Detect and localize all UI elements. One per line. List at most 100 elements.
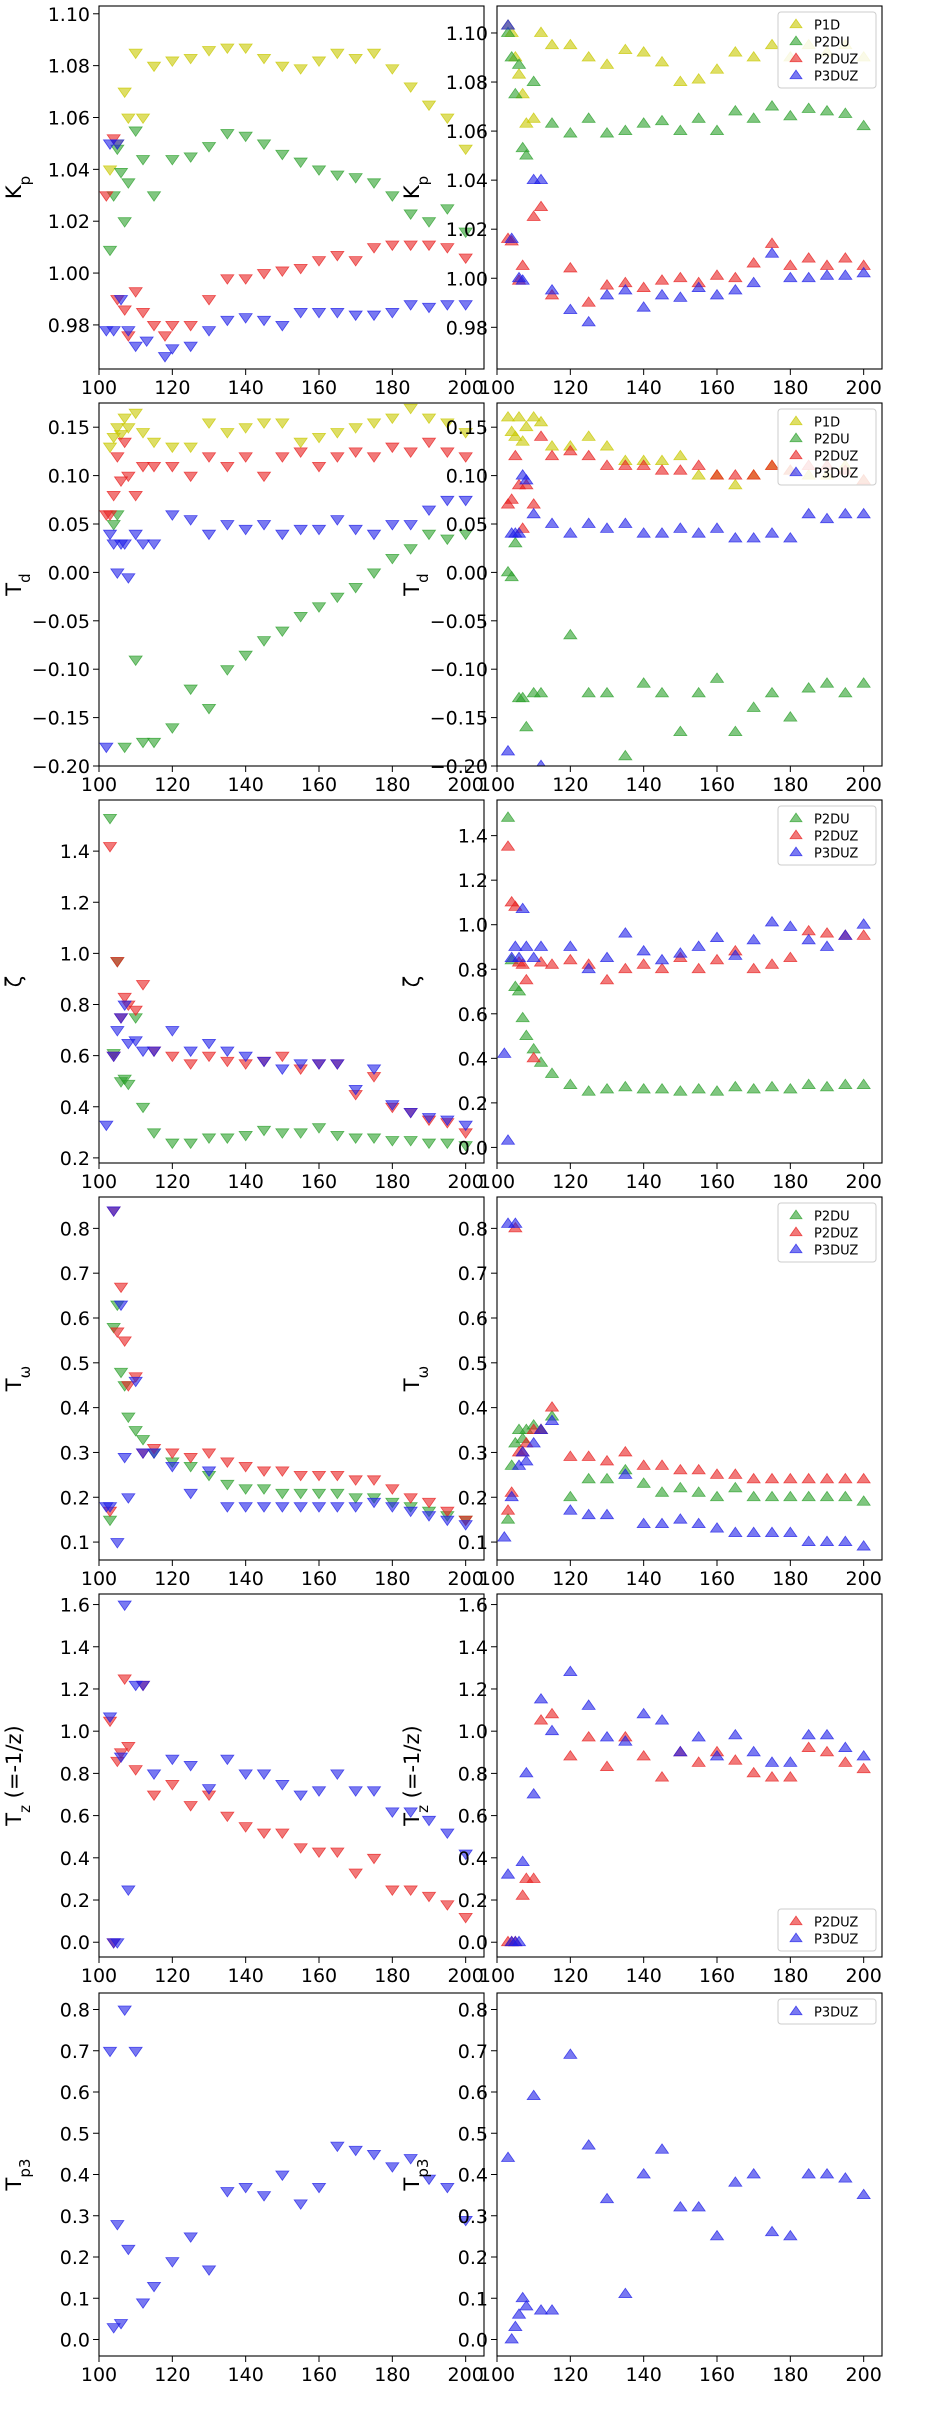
y-tick-label: 1.0 [60, 943, 90, 965]
data-point-p3duz [311, 308, 327, 319]
x-tick-label: 180 [772, 1171, 808, 1193]
data-point-p3duz [165, 1461, 180, 1473]
data-point-p2duz [348, 1868, 363, 1880]
data-point-p2duz [533, 1714, 549, 1725]
data-point-p2du [783, 711, 798, 722]
data-point-p3duz [135, 539, 151, 550]
y-axis-label: ζ [400, 976, 424, 987]
data-point-p2duz [533, 200, 549, 212]
data-point-p3duz [385, 1807, 400, 1818]
x-tick-label: 100 [81, 377, 117, 399]
data-point-p3duz [636, 2167, 651, 2179]
data-point-p3duz [220, 1046, 235, 1058]
legend-label-p3duz: P3DUZ [814, 2006, 858, 2021]
data-point-p3duz [515, 274, 530, 285]
y-axis-label: Tp3 [400, 2159, 432, 2192]
series-p3duz [99, 139, 473, 363]
x-tick-label: 200 [448, 377, 484, 399]
data-point-p1d [135, 113, 151, 125]
y-tick-label: 0.6 [60, 2082, 90, 2104]
data-point-p3duz [348, 524, 363, 536]
data-point-p2duz [440, 447, 455, 458]
data-point-p2duz [458, 253, 473, 265]
data-point-p2du [636, 677, 651, 688]
data-point-p3duz [838, 929, 853, 940]
series-p3duz [99, 495, 473, 754]
data-point-p3duz [440, 1515, 455, 1527]
data-point-p2duz [728, 1468, 743, 1479]
data-point-p3duz [256, 1769, 272, 1780]
y-tick-label: 0.98 [446, 317, 488, 339]
data-point-p2duz [856, 1472, 871, 1484]
data-point-p2du [238, 131, 253, 143]
data-point-p3duz [220, 1502, 235, 1513]
y-tick-label: −0.20 [430, 756, 488, 778]
data-point-p3duz [746, 531, 761, 543]
data-point-p2duz [293, 1470, 308, 1482]
data-point-p2du [581, 686, 596, 698]
data-point-p3duz [183, 1488, 198, 1500]
data-point-p1d [385, 413, 400, 425]
data-point-p3duz [691, 1730, 706, 1742]
data-point-p3duz [504, 1490, 519, 1502]
data-point-p2du [135, 1435, 151, 1446]
data-point-p3duz [128, 1036, 143, 1047]
data-point-p2duz [783, 1472, 798, 1484]
y-tick-label: 0.3 [60, 2206, 90, 2228]
y-tick-label: 0.0 [60, 2330, 90, 2352]
data-point-p2du [691, 1082, 706, 1094]
data-point-p1d [146, 61, 162, 73]
data-point-p2duz [746, 1766, 761, 1778]
y-tick-label: 1.04 [48, 159, 90, 181]
data-point-p1d [330, 48, 345, 60]
series-p2duz [500, 200, 871, 307]
axes-frame [496, 799, 883, 1164]
data-point-p3duz [746, 2167, 761, 2179]
y-tick-label: 1.0 [60, 1721, 90, 1743]
y-tick-label: −0.10 [32, 659, 90, 681]
y-tick-label: 0.2 [458, 1487, 488, 1509]
data-point-p2duz [183, 321, 198, 332]
data-point-p2du [201, 142, 217, 153]
data-point-p3duz [348, 1084, 363, 1096]
data-point-p1d [508, 430, 523, 441]
x-tick-label: 120 [154, 1568, 190, 1590]
data-point-p2du [691, 686, 706, 698]
data-point-p2duz [117, 1674, 132, 1685]
data-point-p3duz [536, 759, 546, 766]
data-point-p2duz [764, 459, 780, 470]
data-point-p3duz [563, 303, 578, 315]
data-point-p3duz [293, 1790, 308, 1802]
y-tick-label: 0.5 [60, 2123, 90, 2145]
data-point-p2du [121, 1412, 136, 1424]
data-point-p3duz [238, 1051, 253, 1063]
data-point-p3duz [102, 529, 118, 541]
data-point-p2duz [636, 281, 651, 292]
x-tick-label: 120 [552, 2364, 588, 2386]
data-point-p2du [511, 58, 527, 69]
chart-panel-2: 100 120 140 160 180 200 0.98 1.00 1.02 1.04 1.06 1.… [400, 5, 883, 399]
y-tick-label: 0.00 [48, 562, 90, 584]
data-point-p2du [458, 227, 473, 239]
data-point-p2duz [256, 471, 272, 483]
data-point-p2du [691, 112, 706, 123]
y-tick-label: −0.15 [32, 708, 90, 730]
data-point-p2duz [165, 1780, 180, 1791]
x-tick-label: 200 [846, 774, 882, 796]
data-point-p3duz [654, 527, 670, 538]
y-tick-label: 1.08 [446, 72, 488, 94]
x-tick-label: 200 [448, 1965, 484, 1987]
data-point-p3duz [256, 1502, 272, 1513]
data-point-p3duz [238, 313, 253, 324]
x-tick-label: 140 [626, 774, 662, 796]
y-axis-label: Tz (=-1/z) [400, 1725, 432, 1826]
data-point-p1d [691, 469, 706, 480]
data-point-p3duz [238, 2182, 253, 2194]
y-tick-label: 1.00 [48, 263, 90, 285]
series-p3duz [99, 1206, 473, 1549]
data-point-p3duz [819, 1535, 835, 1546]
y-tick-label: 1.06 [48, 107, 90, 129]
data-point-p3duz [856, 2188, 871, 2200]
y-tick-label: 0.7 [458, 1263, 488, 1285]
data-point-p2duz [801, 1741, 816, 1752]
